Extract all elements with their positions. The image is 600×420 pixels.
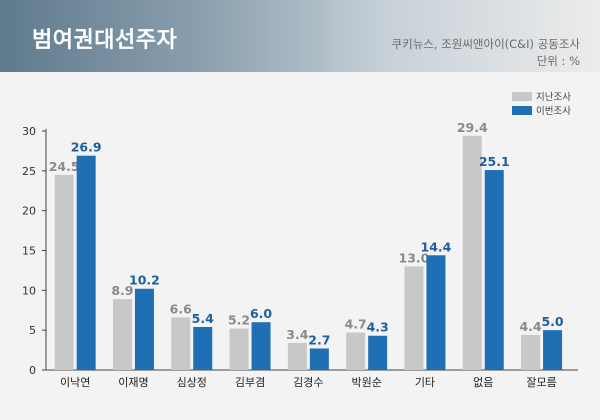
- bar-current: [543, 330, 563, 370]
- y-tick-label: 30: [22, 125, 36, 138]
- value-label-current: 2.7: [308, 332, 330, 347]
- bar-previous: [229, 328, 249, 370]
- source-note: 쿠키뉴스, 조원씨앤아이(C&I) 공동조사: [391, 37, 580, 51]
- value-label-previous: 8.9: [111, 283, 133, 298]
- category-label: 심상정: [177, 376, 207, 389]
- category-label: 김부겸: [235, 376, 265, 389]
- y-tick-label: 5: [29, 324, 36, 337]
- bar-current: [193, 326, 213, 370]
- bar-previous: [346, 332, 366, 370]
- legend-swatch-previous: [512, 92, 532, 101]
- value-label-current: 10.2: [129, 273, 160, 288]
- value-label-previous: 6.6: [170, 301, 192, 316]
- category-label: 이낙연: [60, 376, 90, 389]
- value-label-current: 5.4: [192, 311, 214, 326]
- bar-current: [134, 288, 154, 370]
- category-label: 기타: [415, 376, 435, 389]
- category-label: 김경수: [293, 376, 323, 389]
- bar-previous: [521, 334, 541, 370]
- bar-previous: [462, 135, 482, 370]
- value-label-current: 25.1: [479, 154, 510, 169]
- bar-current: [76, 155, 96, 370]
- unit-note: 단위 : %: [536, 54, 580, 68]
- value-label-current: 4.3: [367, 320, 389, 335]
- bar-previous: [171, 317, 191, 370]
- value-label-current: 14.4: [421, 239, 452, 254]
- bar-current: [484, 170, 504, 370]
- value-label-previous: 4.7: [345, 317, 367, 332]
- category-label: 박원순: [351, 376, 381, 389]
- bar-current: [309, 348, 329, 370]
- category-label: 없음: [473, 376, 493, 389]
- legend-swatch-current: [512, 106, 532, 115]
- value-label-current: 5.0: [541, 314, 563, 329]
- value-label-previous: 4.4: [519, 319, 541, 334]
- page-title: 범여권대선주자: [32, 28, 178, 53]
- header-band: [0, 0, 600, 72]
- value-label-previous: 5.2: [228, 313, 250, 328]
- y-tick-label: 15: [22, 245, 36, 258]
- category-label: 이재명: [118, 376, 148, 389]
- bar-current: [368, 335, 388, 370]
- bar-current: [426, 255, 446, 370]
- y-tick-label: 0: [29, 364, 36, 377]
- bar-previous: [112, 299, 132, 370]
- value-label-previous: 24.5: [49, 159, 80, 174]
- bar-previous: [287, 342, 307, 370]
- value-label-current: 6.0: [250, 306, 272, 321]
- value-label-previous: 3.4: [286, 327, 308, 342]
- value-label-current: 26.9: [71, 140, 102, 155]
- bar-previous: [404, 266, 424, 370]
- legend-label-previous: 지난조사: [536, 92, 571, 103]
- legend-label-current: 이번조사: [536, 106, 571, 117]
- y-tick-label: 25: [22, 165, 36, 178]
- bar-current: [251, 322, 271, 370]
- y-tick-label: 20: [22, 205, 36, 218]
- value-label-previous: 29.4: [457, 120, 488, 135]
- bar-previous: [54, 174, 74, 370]
- category-label: 잘모름: [526, 376, 556, 389]
- y-tick-label: 10: [22, 284, 36, 297]
- value-label-previous: 13.0: [399, 250, 430, 265]
